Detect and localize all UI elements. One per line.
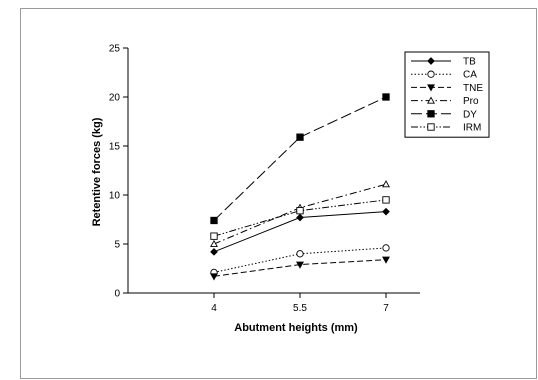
series-line	[213, 96, 387, 221]
data-point	[382, 256, 390, 264]
plot-area	[210, 93, 390, 281]
legend-item-tb: TB	[411, 57, 476, 68]
legend-item-tne: TNE	[411, 83, 483, 94]
legend-item-dy: DY	[411, 109, 477, 120]
legend: TB CA TNE Pro DY IRM	[404, 51, 490, 138]
y-tick-label: 0	[114, 289, 120, 300]
y-axis: 0 5 10 15 20 25	[109, 44, 129, 300]
series-ca	[210, 244, 390, 277]
legend-marker	[427, 123, 435, 131]
data-point	[296, 207, 304, 215]
y-axis-title: Retentive forces (kg)	[91, 117, 103, 226]
legend-label: Pro	[463, 96, 479, 107]
series-dy	[210, 93, 390, 225]
y-tick-label: 20	[109, 93, 121, 104]
legend-label: IRM	[463, 123, 481, 134]
legend-label: CA	[463, 70, 477, 81]
data-point	[296, 250, 304, 258]
data-point	[210, 239, 218, 248]
legend-marker	[427, 70, 435, 78]
data-point	[382, 180, 390, 188]
x-tick-label: 4	[211, 303, 217, 314]
legend-label: TB	[463, 57, 476, 68]
legend-item-pro: Pro	[411, 96, 479, 107]
x-tick-label: 7	[383, 303, 389, 314]
x-axis: 4 5.5 7	[128, 292, 420, 314]
data-point	[210, 216, 218, 225]
legend-box	[404, 51, 490, 138]
legend-marker	[427, 96, 435, 104]
x-axis-title: Abutment heights (mm)	[234, 322, 358, 334]
x-tick-label: 5.5	[293, 303, 307, 314]
data-point	[210, 273, 218, 281]
series-irm	[210, 196, 390, 240]
y-tick-label: 25	[109, 44, 121, 55]
legend-marker	[427, 57, 435, 65]
data-point	[382, 244, 390, 252]
data-point	[382, 207, 390, 216]
y-tick-label: 5	[114, 240, 120, 251]
data-point	[296, 213, 304, 222]
data-point	[210, 248, 218, 256]
data-point	[382, 93, 390, 101]
series-tne	[210, 256, 390, 281]
y-tick-label: 15	[109, 142, 121, 153]
legend-item-ca: CA	[411, 70, 477, 81]
legend-label: DY	[463, 109, 477, 120]
y-tick-label: 10	[109, 191, 121, 202]
data-point	[296, 261, 304, 269]
data-point	[210, 232, 218, 240]
legend-item-irm: IRM	[411, 123, 481, 134]
legend-marker	[427, 84, 435, 92]
legend-marker	[427, 110, 435, 118]
data-point	[296, 133, 304, 141]
series-tb	[210, 207, 390, 256]
legend-label: TNE	[463, 83, 483, 94]
data-point	[382, 196, 390, 204]
